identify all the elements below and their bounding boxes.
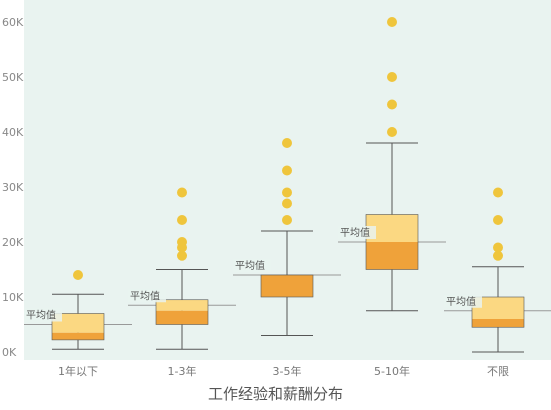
x-tick-label: 3-5年: [273, 364, 302, 378]
mean-label-bg: [444, 294, 482, 308]
mean-label-bg: [233, 259, 271, 272]
box-outline: [365, 214, 419, 270]
outlier-point: [387, 72, 397, 82]
box-lower: [52, 332, 104, 340]
box-outline: [260, 274, 314, 298]
mean-label-bg: [338, 226, 376, 239]
outlier-point: [282, 187, 292, 198]
outlier-point: [493, 187, 503, 198]
box-outline: [471, 296, 525, 328]
y-axis: 0K 10K 20K 30K 40K 50K 60K: [2, 16, 24, 359]
y-tick-label: 30K: [2, 181, 24, 194]
x-tick-label: 1-3年: [168, 364, 197, 378]
chart-title: 工作经验和薪酬分布: [207, 385, 343, 403]
outlier-point: [493, 250, 503, 261]
y-tick-label: 50K: [2, 71, 24, 84]
x-tick-label: 不限: [487, 365, 509, 378]
mean-label: 平均值: [235, 259, 265, 272]
outlier-point: [73, 270, 83, 280]
box-group: 平均值: [24, 270, 132, 350]
box-group: 平均值: [128, 187, 236, 350]
box-lower: [472, 319, 524, 328]
box-upper: [156, 299, 208, 311]
x-tick-label: 5-10年: [374, 364, 410, 378]
outlier-point: [493, 242, 503, 253]
box-group: 平均值: [233, 138, 341, 336]
box-group: 平均值: [338, 17, 446, 312]
outlier-point: [282, 215, 292, 225]
y-tick-label: 20K: [2, 236, 24, 249]
outlier-point: [177, 250, 187, 261]
outlier-point: [387, 99, 397, 110]
mean-label: 平均值: [340, 226, 370, 239]
box-group: 平均值: [444, 187, 551, 353]
box-outline: [155, 299, 209, 325]
y-tick-label: 60K: [2, 16, 24, 29]
box-upper: [52, 313, 104, 333]
y-tick-label: 40K: [2, 126, 24, 139]
mean-label: 平均值: [26, 309, 56, 322]
mean-label: 平均值: [446, 295, 476, 308]
box-lower: [156, 310, 208, 325]
outlier-point: [177, 187, 187, 198]
y-tick-label: 0K: [2, 346, 17, 359]
x-axis: 1年以下 1-3年 3-5年 5-10年 不限: [58, 364, 509, 378]
outlier-point: [387, 17, 397, 27]
box-upper: [472, 297, 524, 319]
mean-label-bg: [24, 308, 62, 322]
outlier-point: [282, 138, 292, 148]
box-lower: [366, 242, 418, 270]
outlier-point: [387, 127, 397, 137]
outlier-point: [282, 198, 292, 209]
outlier-point: [282, 165, 292, 176]
box-outline: [51, 313, 105, 341]
mean-label: 平均值: [130, 289, 160, 302]
outlier-point: [493, 215, 503, 225]
y-tick-label: 10K: [2, 291, 24, 304]
outlier-point: [177, 237, 187, 247]
x-tick-label: 1年以下: [58, 364, 98, 378]
outlier-point: [177, 215, 187, 225]
box-lower: [261, 275, 313, 297]
mean-label-bg: [128, 289, 166, 303]
